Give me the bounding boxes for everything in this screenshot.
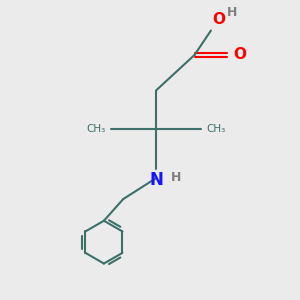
Text: CH₃: CH₃ [206, 124, 226, 134]
Text: O: O [233, 47, 246, 62]
Text: O: O [212, 12, 225, 27]
Text: N: N [149, 171, 163, 189]
Text: H: H [171, 171, 181, 184]
Text: CH₃: CH₃ [86, 124, 105, 134]
Text: H: H [227, 6, 238, 19]
